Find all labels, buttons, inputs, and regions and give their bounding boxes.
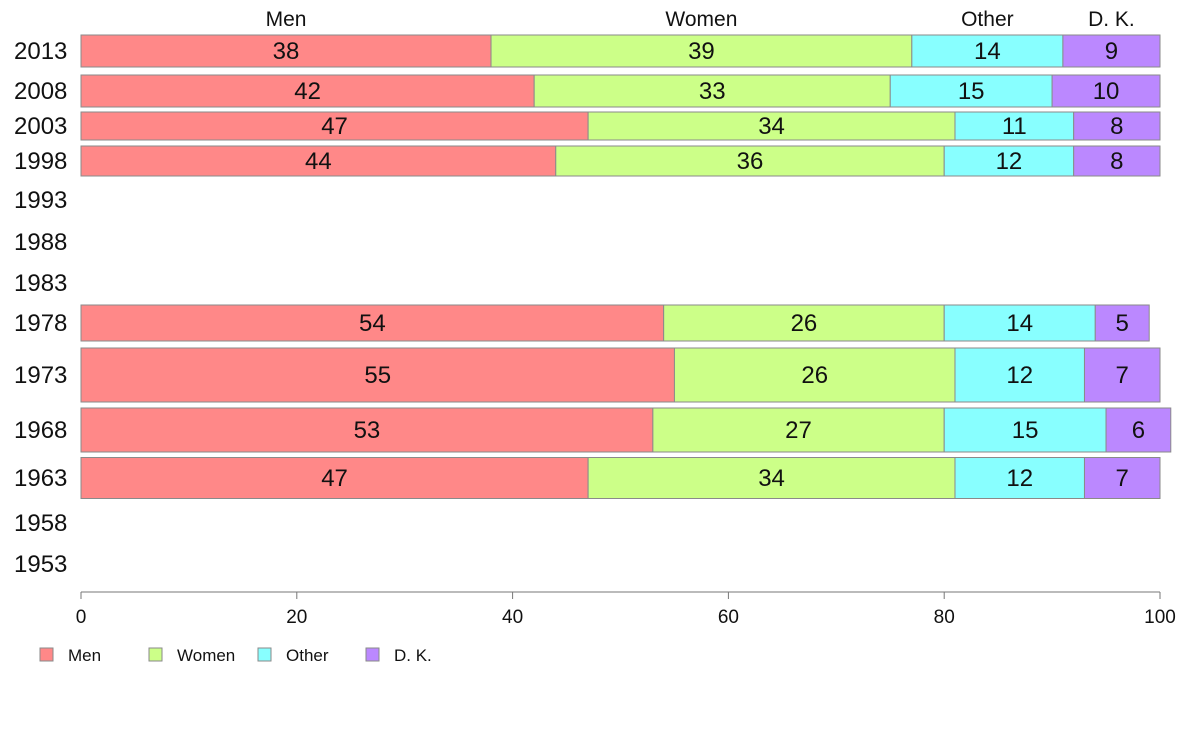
data-label: 12 [1006,362,1033,389]
bar-segment-d-k [1073,145,1161,177]
data-label: 15 [1012,417,1039,444]
bar-segment-d-k [1083,457,1161,499]
data-label: 44 [305,148,332,175]
x-axis: 0 20 40 60 80 100 [76,591,1176,628]
bar-segment-d-k [1062,34,1161,68]
data-label: 11 [1002,113,1027,140]
bar-segment-other [943,407,1107,453]
data-label: 15 [958,78,985,105]
bar-segment-d-k [1051,74,1161,108]
bar-segment-men [80,457,589,499]
data-label: 12 [1006,465,1033,492]
legend-label: Other [286,646,329,665]
year-labels: 2013 2008 2003 1998 1993 1988 1983 1978 1973 1968… [14,38,67,578]
data-label: 12 [996,148,1023,175]
legend: Men Women Other D. K. [39,646,432,665]
column-header: Other [961,8,1014,31]
data-label: 55 [364,362,391,389]
legend-swatch [257,647,272,662]
legend-label: Women [177,646,235,665]
year-label: 2003 [14,113,67,140]
bar-segment-women [663,304,945,342]
data-label: 34 [758,465,785,492]
year-label: 1978 [14,310,67,337]
data-label: 39 [688,38,715,65]
top-labels: Men Women Other D. K. [266,8,1135,31]
column-header: D. K. [1088,8,1135,31]
bar-segment-women [673,347,956,403]
data-label: 6 [1132,417,1145,444]
year-label: 1968 [14,417,67,444]
data-label: 7 [1116,465,1129,492]
bar-segment-other [954,457,1085,499]
bar-segment-men [80,145,557,177]
data-label: 47 [321,465,348,492]
x-tick-label: 60 [718,607,739,628]
year-label: 1953 [14,551,67,578]
bar-segment-d-k [1073,111,1161,141]
data-label: 10 [1093,78,1120,105]
bar-segment-other [889,74,1053,108]
x-tick-label: 80 [934,607,955,628]
x-tick-label: 100 [1144,607,1176,628]
data-label: 14 [974,38,1001,65]
data-label: 8 [1110,148,1123,175]
year-label: 2013 [14,38,67,65]
legend-swatch [39,647,54,662]
data-label: 8 [1110,113,1123,140]
year-label: 1973 [14,362,67,389]
data-label: 26 [801,362,828,389]
legend-label: Men [68,646,101,665]
bar-segment-d-k [1094,304,1150,342]
bar-segment-men [80,347,675,403]
data-label: 34 [758,113,785,140]
data-label: 53 [354,417,381,444]
x-tick-label: 20 [286,607,307,628]
bar-segment-men [80,304,665,342]
data-label: 9 [1105,38,1118,65]
data-label: 33 [699,78,726,105]
year-label: 1983 [14,270,67,297]
data-label: 7 [1116,362,1129,389]
bar-segment-men [80,407,654,453]
data-label: 42 [294,78,321,105]
year-label: 1958 [14,510,67,537]
bar-segment-women [533,74,891,108]
bar-segment-women [490,34,913,68]
x-tick-label: 40 [502,607,523,628]
year-label: 1963 [14,465,67,492]
bar-segment-women [587,111,956,141]
bar-segment-other [911,34,1064,68]
data-label: 38 [273,38,300,65]
data-label: 26 [791,310,818,337]
data-label: 54 [359,310,386,337]
bar-segment-d-k [1083,347,1161,403]
column-header: Women [665,8,737,31]
x-tick-label: 0 [76,607,87,628]
legend-swatch [365,647,380,662]
bar-segment-men [80,34,492,68]
data-label: 14 [1006,310,1033,337]
column-header: Men [266,8,307,31]
bar-segment-women [555,145,945,177]
year-label: 1988 [14,229,67,256]
data-label: 47 [321,113,348,140]
bar-segment-men [80,74,535,108]
bar-segment-other [943,304,1096,342]
bar-segment-d-k [1105,407,1172,453]
data-label: 36 [737,148,764,175]
year-label: 2008 [14,78,67,105]
year-label: 1998 [14,148,67,175]
year-label: 1993 [14,187,67,214]
data-label: 5 [1116,310,1129,337]
legend-label: D. K. [394,646,432,665]
bar-segment-men [80,111,589,141]
bar-segment-other [954,347,1085,403]
legend-swatch [148,647,163,662]
data-label: 27 [785,417,812,444]
